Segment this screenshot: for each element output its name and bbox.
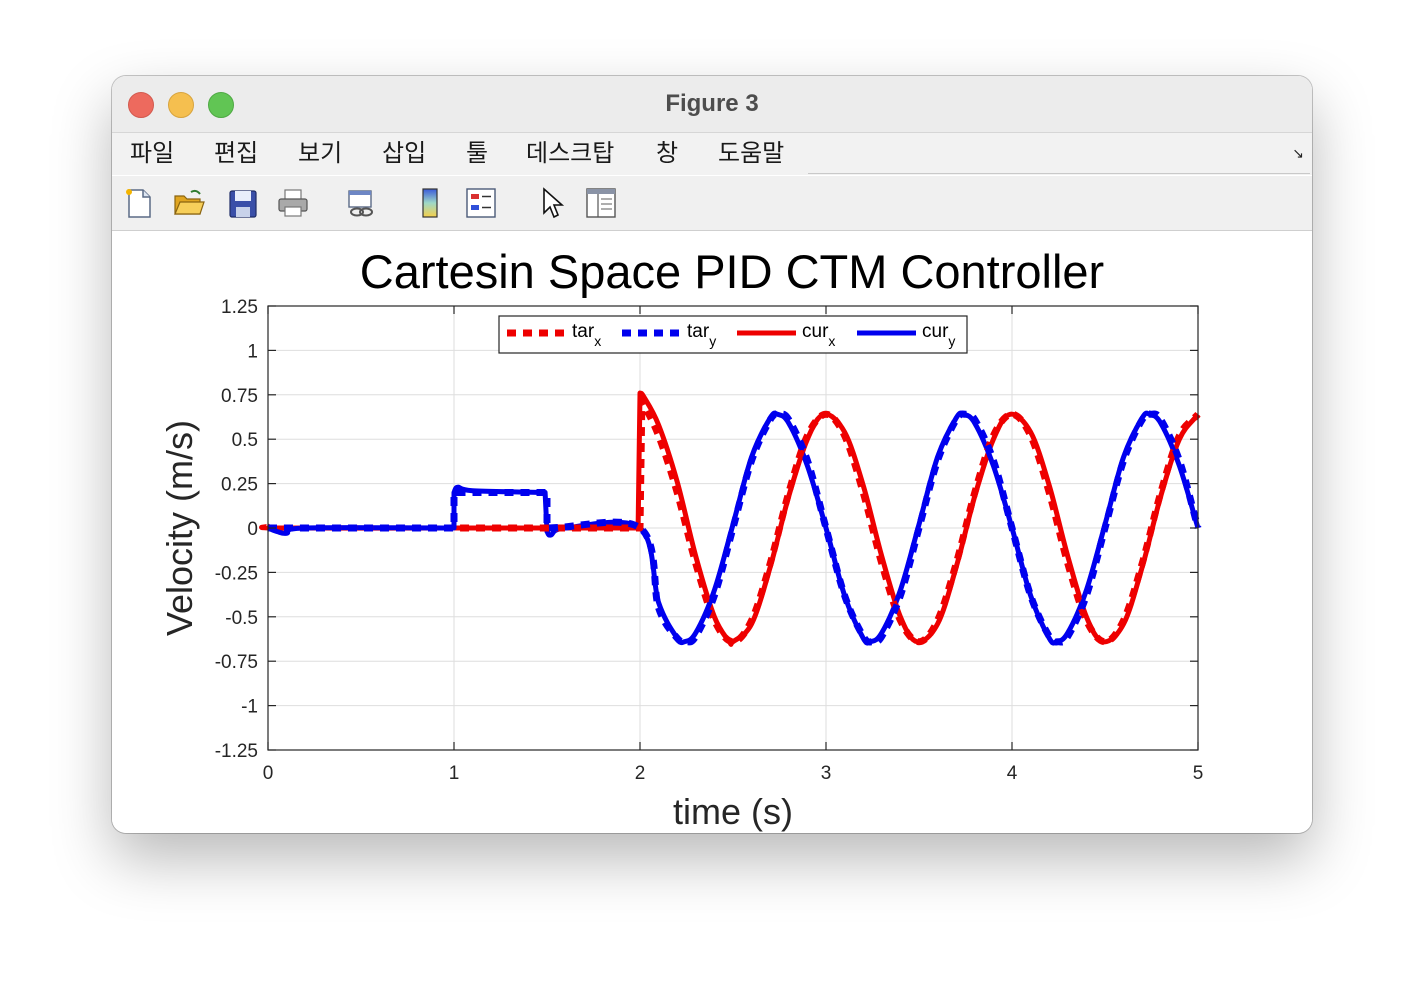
figure-canvas: Cartesin Space PID CTM Controller 0 1 2 3 4 5… bbox=[112, 231, 1312, 833]
print-icon[interactable] bbox=[276, 186, 310, 220]
y-tick-label: -1.25 bbox=[215, 741, 258, 762]
menu-window[interactable]: 창 bbox=[656, 140, 679, 167]
x-tick-label: 5 bbox=[1193, 763, 1204, 784]
chart-ticks: 0 1 2 3 4 5 1.25 1 0.75 0.5 0.25 0 -0.25 -0.5 -0.75 -1 -… bbox=[215, 297, 1204, 784]
window-title: Figure 3 bbox=[665, 90, 759, 117]
menu-insert[interactable]: 삽입 bbox=[382, 140, 427, 167]
dock-arrow-icon[interactable]: ↘ bbox=[1292, 145, 1304, 161]
legend-label-tar-x: tarx bbox=[572, 321, 601, 349]
menu-bar: 파일 편집 보기 삽입 툴 데스크탑 창 도움말 ↘ bbox=[112, 133, 1312, 175]
menu-tools[interactable]: 툴 bbox=[466, 140, 489, 167]
zoom-button[interactable] bbox=[208, 92, 234, 118]
close-button[interactable] bbox=[128, 92, 154, 118]
menu-file[interactable]: 파일 bbox=[130, 140, 175, 167]
y-tick-label: 0.75 bbox=[221, 386, 258, 407]
open-folder-icon[interactable] bbox=[172, 186, 206, 220]
title-bar: Figure 3 bbox=[112, 76, 1312, 133]
velocity-chart: Cartesin Space PID CTM Controller 0 1 2 3 4 5… bbox=[159, 245, 1204, 832]
toolbar bbox=[112, 176, 1312, 231]
x-tick-label: 3 bbox=[821, 763, 832, 784]
property-editor-icon[interactable] bbox=[584, 186, 618, 220]
legend-label-tar-y: tary bbox=[687, 321, 716, 349]
menu-help[interactable]: 도움말 bbox=[718, 140, 785, 167]
x-tick-label: 1 bbox=[449, 763, 460, 784]
chart-title: Cartesin Space PID CTM Controller bbox=[360, 245, 1104, 298]
y-tick-label: -0.25 bbox=[215, 563, 258, 584]
y-tick-label: -1 bbox=[241, 697, 258, 718]
y-tick-label: 0.5 bbox=[232, 430, 258, 451]
menu-desktop[interactable]: 데스크탑 bbox=[526, 140, 615, 167]
series-line-cur-y bbox=[267, 410, 1201, 646]
y-tick-label: -0.75 bbox=[215, 652, 258, 673]
menu-edit[interactable]: 편집 bbox=[214, 140, 259, 167]
pointer-icon[interactable] bbox=[536, 186, 570, 220]
y-axis-label: Velocity (m/s) bbox=[159, 420, 200, 636]
x-tick-label: 2 bbox=[635, 763, 646, 784]
y-tick-label: -0.5 bbox=[225, 608, 258, 629]
y-tick-label: 0.25 bbox=[221, 475, 258, 496]
link-plot-icon[interactable] bbox=[344, 186, 378, 220]
chart-legend[interactable]: tarx tary curx cury bbox=[498, 315, 968, 354]
x-axis-label: time (s) bbox=[673, 791, 793, 832]
legend-label-cur-y: cury bbox=[922, 321, 955, 349]
figure-window: Figure 3 파일 편집 보기 삽입 툴 데스크탑 창 도움말 ↘ bbox=[112, 76, 1312, 833]
y-tick-label: 0 bbox=[247, 519, 258, 540]
y-tick-label: 1 bbox=[247, 341, 258, 362]
chart-series bbox=[259, 390, 1202, 647]
legend-label-cur-x: curx bbox=[802, 321, 835, 349]
menu-divider bbox=[808, 173, 1310, 174]
colorbar-icon[interactable] bbox=[414, 186, 448, 220]
minimize-button[interactable] bbox=[168, 92, 194, 118]
x-tick-label: 4 bbox=[1007, 763, 1018, 784]
x-tick-label: 0 bbox=[263, 763, 274, 784]
menu-view[interactable]: 보기 bbox=[298, 140, 343, 167]
new-file-icon[interactable] bbox=[122, 186, 156, 220]
series-line-tar-x bbox=[268, 396, 1201, 646]
legend-icon[interactable] bbox=[464, 186, 498, 220]
series-line-tar-y bbox=[268, 410, 1202, 646]
y-tick-label: 1.25 bbox=[221, 297, 258, 318]
save-icon[interactable] bbox=[226, 186, 260, 220]
